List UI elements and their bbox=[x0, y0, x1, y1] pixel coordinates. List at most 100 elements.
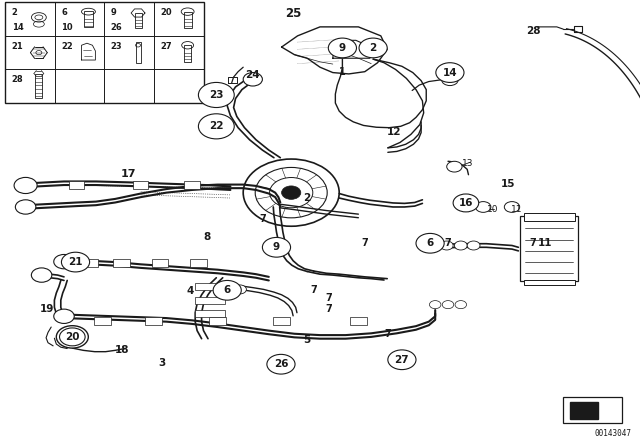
Circle shape bbox=[504, 202, 520, 212]
Text: 22: 22 bbox=[61, 42, 73, 51]
Text: 27: 27 bbox=[161, 42, 172, 51]
Text: 6: 6 bbox=[61, 8, 67, 17]
Text: 7: 7 bbox=[310, 285, 317, 295]
Circle shape bbox=[442, 74, 458, 86]
Bar bbox=[152, 259, 168, 267]
Polygon shape bbox=[570, 402, 598, 419]
Circle shape bbox=[436, 63, 464, 82]
Circle shape bbox=[54, 254, 74, 269]
Circle shape bbox=[447, 161, 462, 172]
Text: 27: 27 bbox=[395, 355, 409, 365]
Circle shape bbox=[243, 73, 262, 86]
Text: 7: 7 bbox=[362, 238, 368, 248]
Text: 7: 7 bbox=[529, 238, 536, 248]
Bar bbox=[136, 42, 141, 63]
Text: 23: 23 bbox=[209, 90, 223, 100]
Text: 20: 20 bbox=[161, 8, 172, 17]
Circle shape bbox=[429, 301, 441, 309]
Text: 19: 19 bbox=[40, 304, 54, 314]
Circle shape bbox=[359, 38, 387, 58]
Bar bbox=[195, 297, 225, 304]
Text: 7: 7 bbox=[325, 304, 332, 314]
Text: 28: 28 bbox=[527, 26, 541, 36]
Circle shape bbox=[198, 114, 234, 139]
Text: 11: 11 bbox=[511, 205, 523, 214]
Circle shape bbox=[476, 202, 491, 212]
Bar bbox=[195, 283, 225, 290]
Bar bbox=[184, 181, 200, 189]
Text: 15: 15 bbox=[501, 179, 515, 189]
Circle shape bbox=[467, 241, 480, 250]
Circle shape bbox=[442, 301, 454, 309]
Text: 26: 26 bbox=[274, 359, 288, 369]
Text: 2: 2 bbox=[12, 8, 17, 17]
Bar bbox=[145, 317, 162, 325]
Bar bbox=[209, 317, 226, 325]
Text: 9: 9 bbox=[339, 43, 346, 53]
Circle shape bbox=[388, 350, 416, 370]
Text: 1: 1 bbox=[339, 67, 346, 77]
Text: 10: 10 bbox=[487, 205, 499, 214]
Text: 5: 5 bbox=[303, 335, 311, 345]
Circle shape bbox=[416, 233, 444, 253]
Text: 6: 6 bbox=[426, 238, 434, 248]
Text: 26: 26 bbox=[111, 23, 122, 32]
Circle shape bbox=[234, 285, 246, 294]
Text: 25: 25 bbox=[285, 7, 301, 20]
Bar bbox=[113, 259, 130, 267]
Circle shape bbox=[198, 82, 234, 108]
Text: 7: 7 bbox=[445, 238, 451, 248]
Text: 10: 10 bbox=[61, 23, 73, 32]
Circle shape bbox=[15, 200, 36, 214]
Text: 9: 9 bbox=[111, 8, 116, 17]
Bar bbox=[524, 280, 575, 285]
Circle shape bbox=[454, 241, 467, 250]
Bar bbox=[520, 216, 578, 281]
Text: 13: 13 bbox=[462, 159, 474, 168]
Bar bbox=[184, 12, 191, 28]
Bar bbox=[81, 259, 98, 267]
Text: 21: 21 bbox=[12, 42, 23, 51]
Circle shape bbox=[14, 177, 37, 194]
Bar bbox=[563, 397, 622, 423]
Circle shape bbox=[267, 354, 295, 374]
Bar bbox=[35, 74, 42, 98]
Text: 18: 18 bbox=[115, 345, 129, 355]
Text: 16: 16 bbox=[459, 198, 473, 208]
Circle shape bbox=[31, 268, 52, 282]
Text: 2: 2 bbox=[369, 43, 377, 53]
Text: 7: 7 bbox=[385, 329, 391, 339]
Text: 4: 4 bbox=[186, 286, 194, 296]
Text: 9: 9 bbox=[273, 242, 280, 252]
Circle shape bbox=[56, 326, 88, 348]
Bar bbox=[350, 317, 367, 325]
Circle shape bbox=[453, 194, 479, 212]
Text: 11: 11 bbox=[538, 238, 552, 248]
Text: 22: 22 bbox=[209, 121, 223, 131]
Text: 23: 23 bbox=[111, 42, 122, 51]
Text: 24: 24 bbox=[246, 70, 260, 80]
Bar bbox=[94, 317, 111, 325]
Text: 14: 14 bbox=[12, 23, 23, 32]
Circle shape bbox=[282, 186, 301, 199]
Bar bbox=[69, 181, 84, 189]
Bar bbox=[524, 213, 575, 221]
Bar bbox=[133, 181, 148, 189]
Text: 3: 3 bbox=[158, 358, 166, 368]
Text: 20: 20 bbox=[65, 332, 79, 342]
Circle shape bbox=[213, 280, 241, 300]
Circle shape bbox=[455, 301, 467, 309]
Text: 14: 14 bbox=[443, 68, 457, 78]
Text: 8: 8 bbox=[203, 232, 211, 241]
Text: 2: 2 bbox=[303, 193, 310, 203]
Circle shape bbox=[60, 328, 85, 346]
Text: 7: 7 bbox=[326, 293, 332, 303]
Circle shape bbox=[262, 237, 291, 257]
Bar bbox=[5, 2, 204, 103]
Text: 6: 6 bbox=[223, 285, 231, 295]
Bar bbox=[195, 310, 225, 317]
Text: 12: 12 bbox=[387, 127, 401, 137]
Circle shape bbox=[440, 241, 453, 250]
Text: 28: 28 bbox=[12, 75, 23, 85]
Circle shape bbox=[61, 252, 90, 272]
